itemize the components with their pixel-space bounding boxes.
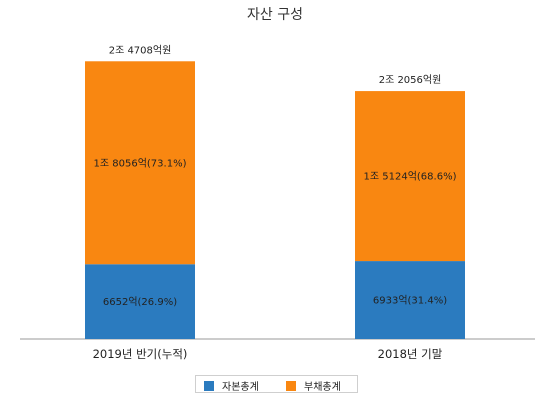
legend: 자본총계 부채총계 — [195, 375, 358, 393]
data-label-liabilities-2018: 1조 5124억(68.6%) — [364, 171, 457, 183]
x-tick-label-2019: 2019년 반기(누적) — [93, 347, 188, 361]
x-tick-label-2018: 2018년 기말 — [378, 347, 443, 361]
chart-title: 자산 구성 — [247, 7, 303, 23]
bar-equity-2019[interactable] — [85, 264, 195, 339]
total-label-2019: 2조 4708억원 — [109, 44, 172, 56]
legend-label-equity: 자본총계 — [222, 382, 259, 393]
bar-equity-2018[interactable] — [355, 261, 465, 339]
legend-label-liabilities: 부채총계 — [304, 382, 341, 393]
data-label-liabilities-2019: 1조 8056억(73.1%) — [94, 157, 187, 169]
legend-item-equity[interactable]: 자본총계 — [204, 378, 259, 393]
data-label-equity-2018: 6933억(31.4%) — [373, 295, 447, 307]
total-label-2018: 2조 2056억원 — [379, 74, 442, 86]
bars-group — [85, 61, 465, 339]
legend-swatch-equity — [204, 380, 214, 391]
legend-swatch-liabilities — [286, 380, 296, 391]
data-label-equity-2019: 6652억(26.9%) — [103, 296, 177, 308]
legend-item-liabilities[interactable]: 부채총계 — [286, 378, 341, 393]
labels-group: 6652억(26.9%) 1조 8056억(73.1%) 2조 4708억원 2019… — [93, 44, 457, 361]
bar-liabilities-2019[interactable] — [85, 61, 195, 265]
bar-liabilities-2018[interactable] — [355, 91, 465, 262]
